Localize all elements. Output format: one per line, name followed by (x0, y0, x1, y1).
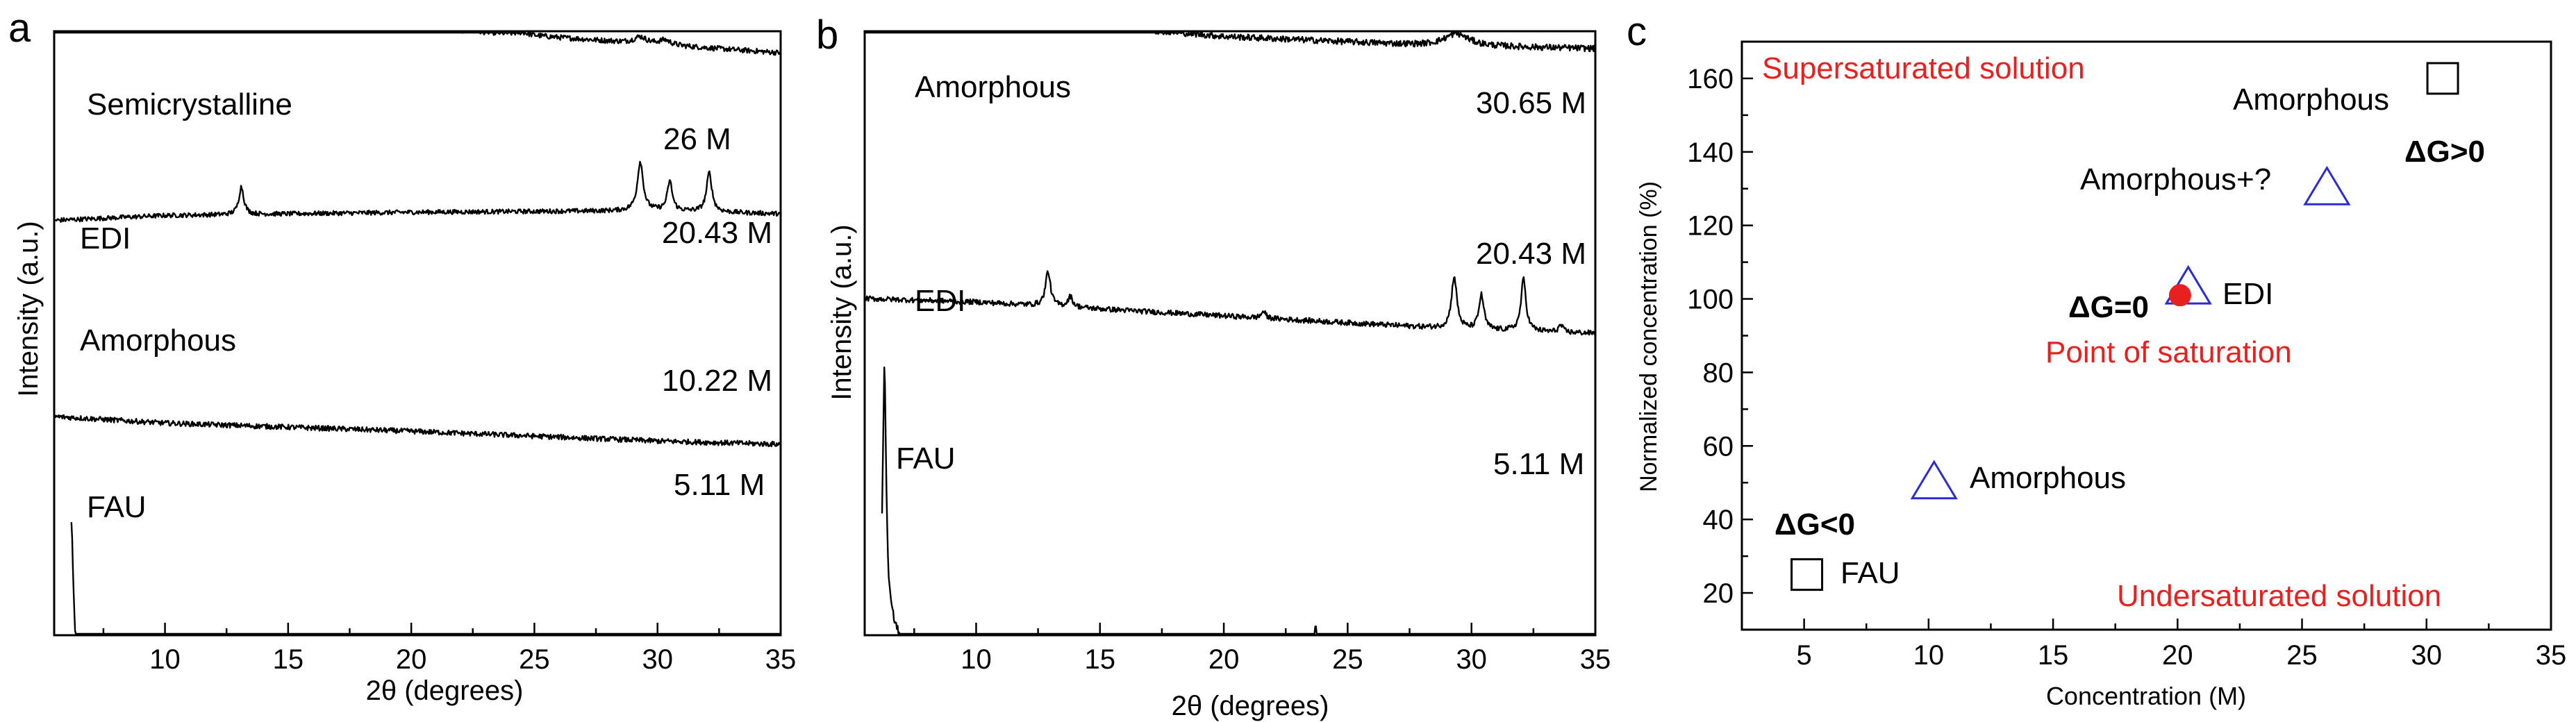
xtick-label-a: 20 (396, 644, 427, 675)
panel-c-xticks: 5 10 15 20 25 30 35 (1796, 619, 2566, 671)
panel-c-region-undersaturated: Undersaturated solution (2117, 579, 2441, 613)
panel-c-region-saturation: Point of saturation (2045, 335, 2292, 369)
xtick-label-b: 20 (1208, 644, 1240, 675)
xrd-trace-b-2 (881, 366, 1596, 635)
panel-b-conc-20: 20.43 M (1476, 237, 1586, 271)
panel-a-trace-label-amorphous: Amorphous (80, 324, 236, 358)
panel-a-conc-5: 5.11 M (674, 468, 765, 502)
xrd-trace-b-0 (864, 31, 1596, 53)
panel-a-xlabel: 2θ (degrees) (366, 675, 524, 706)
panel-c-yticks: 20 40 60 80 100 120 140 160 (1687, 40, 1753, 609)
panel-b-trace-label-fau: FAU (896, 442, 956, 476)
panel-c-label-amorphous-q: Amorphous+? (2080, 162, 2271, 196)
data-point-triangle (2303, 165, 2351, 205)
xtick-label-c: 30 (2411, 640, 2443, 671)
data-point-triangle (1910, 460, 1958, 500)
xtick-label-b: 10 (961, 644, 992, 675)
panel-a-conc-20: 20.43 M (662, 216, 772, 250)
xrd-trace-a-3 (70, 522, 781, 635)
panel-b-traces (863, 31, 1596, 635)
xrd-trace-b-1 (863, 270, 1595, 336)
data-point-square (1790, 558, 1824, 591)
xtick-label-b: 15 (1085, 644, 1116, 675)
panel-b: 10 15 20 25 30 35 b 2θ (degrees) Intensity (a… (816, 12, 1611, 721)
panel-c-label-fau: FAU (1840, 556, 1900, 590)
panel-a-xticks: 10 15 20 25 30 35 (102, 623, 797, 675)
xtick-label-c: 35 (2536, 640, 2567, 671)
xtick-label-b: 30 (1456, 644, 1487, 675)
panel-c-dg-negative: ΔG<0 (1775, 507, 1855, 542)
xrd-trace-a-1 (53, 160, 781, 223)
xrd-trace-a-0 (53, 31, 781, 56)
panel-a-frame (53, 30, 782, 637)
panel-c-label-amorphous-tri: Amorphous (1970, 461, 2126, 495)
xtick-label-a: 35 (765, 644, 797, 675)
panel-a-conc-10: 10.22 M (662, 364, 772, 398)
panel-c-dg-zero: ΔG=0 (2068, 290, 2149, 324)
ytick-label-c: 60 (1703, 431, 1734, 462)
xrd-trace-a-2 (53, 414, 781, 448)
panel-a-letter: a (8, 6, 31, 51)
panel-c-dg-positive: ΔG>0 (2404, 135, 2485, 169)
ytick-label-c: 160 (1687, 64, 1734, 94)
xtick-label-c: 10 (1913, 640, 1945, 671)
panel-c-points (1790, 62, 2459, 591)
panel-b-trace-label-edi: EDI (915, 284, 965, 318)
xtick-label-c: 25 (2286, 640, 2318, 671)
ytick-label-c: 140 (1687, 137, 1734, 168)
panel-a: 10 15 20 25 30 35 a 2θ (degrees) Intensity (a… (8, 6, 796, 706)
panel-b-trace-label-amorphous: Amorphous (915, 70, 1071, 104)
xtick-label-a: 25 (519, 644, 550, 675)
ytick-label-c: 80 (1703, 358, 1734, 388)
panel-b-xticks: 10 15 20 25 30 35 (913, 623, 1611, 675)
xtick-label-a: 30 (642, 644, 673, 675)
xtick-label-b: 25 (1332, 644, 1363, 675)
panel-a-traces (53, 31, 781, 635)
panel-a-trace-label-edi: EDI (80, 221, 131, 255)
panel-b-ylabel: Intensity (a.u.) (826, 224, 857, 400)
panel-c: 5 10 15 20 25 30 35 20 40 60 80 100 120 140 160 c Con… (1627, 9, 2566, 710)
ytick-label-c: 20 (1703, 578, 1734, 609)
panel-b-xlabel: 2θ (degrees) (1172, 691, 1329, 721)
panel-b-conc-5: 5.11 M (1493, 447, 1584, 481)
xtick-label-c: 15 (2038, 640, 2069, 671)
panel-c-xlabel: Concentration (M) (2046, 682, 2246, 710)
xtick-label-b: 35 (1580, 644, 1611, 675)
data-point-circle (2168, 284, 2191, 307)
ytick-label-c: 120 (1687, 211, 1734, 242)
panel-a-trace-label-semicrystalline: Semicrystalline (87, 87, 292, 121)
panel-c-label-edi: EDI (2222, 277, 2273, 311)
panel-b-letter: b (816, 12, 838, 58)
panel-a-ylabel: Intensity (a.u.) (13, 221, 44, 396)
panel-c-letter: c (1627, 9, 1647, 54)
xtick-label-c: 5 (1796, 640, 1811, 671)
panel-c-label-amorphous-sq: Amorphous (2233, 83, 2389, 117)
ytick-label-c: 40 (1703, 505, 1734, 535)
xtick-label-a: 15 (273, 644, 304, 675)
xtick-label-c: 20 (2162, 640, 2193, 671)
panel-c-ylabel: Normalized concentration (%) (1636, 181, 1662, 492)
xtick-label-a: 10 (149, 644, 181, 675)
ytick-label-c: 100 (1687, 285, 1734, 315)
panel-a-trace-label-fau: FAU (87, 490, 147, 524)
panel-a-conc-26: 26 M (663, 122, 731, 156)
panel-b-conc-30: 30.65 M (1476, 86, 1586, 120)
panel-b-frame (863, 30, 1597, 637)
panel-c-region-supersaturated: Supersaturated solution (1762, 51, 2085, 85)
data-point-square (2426, 62, 2459, 95)
